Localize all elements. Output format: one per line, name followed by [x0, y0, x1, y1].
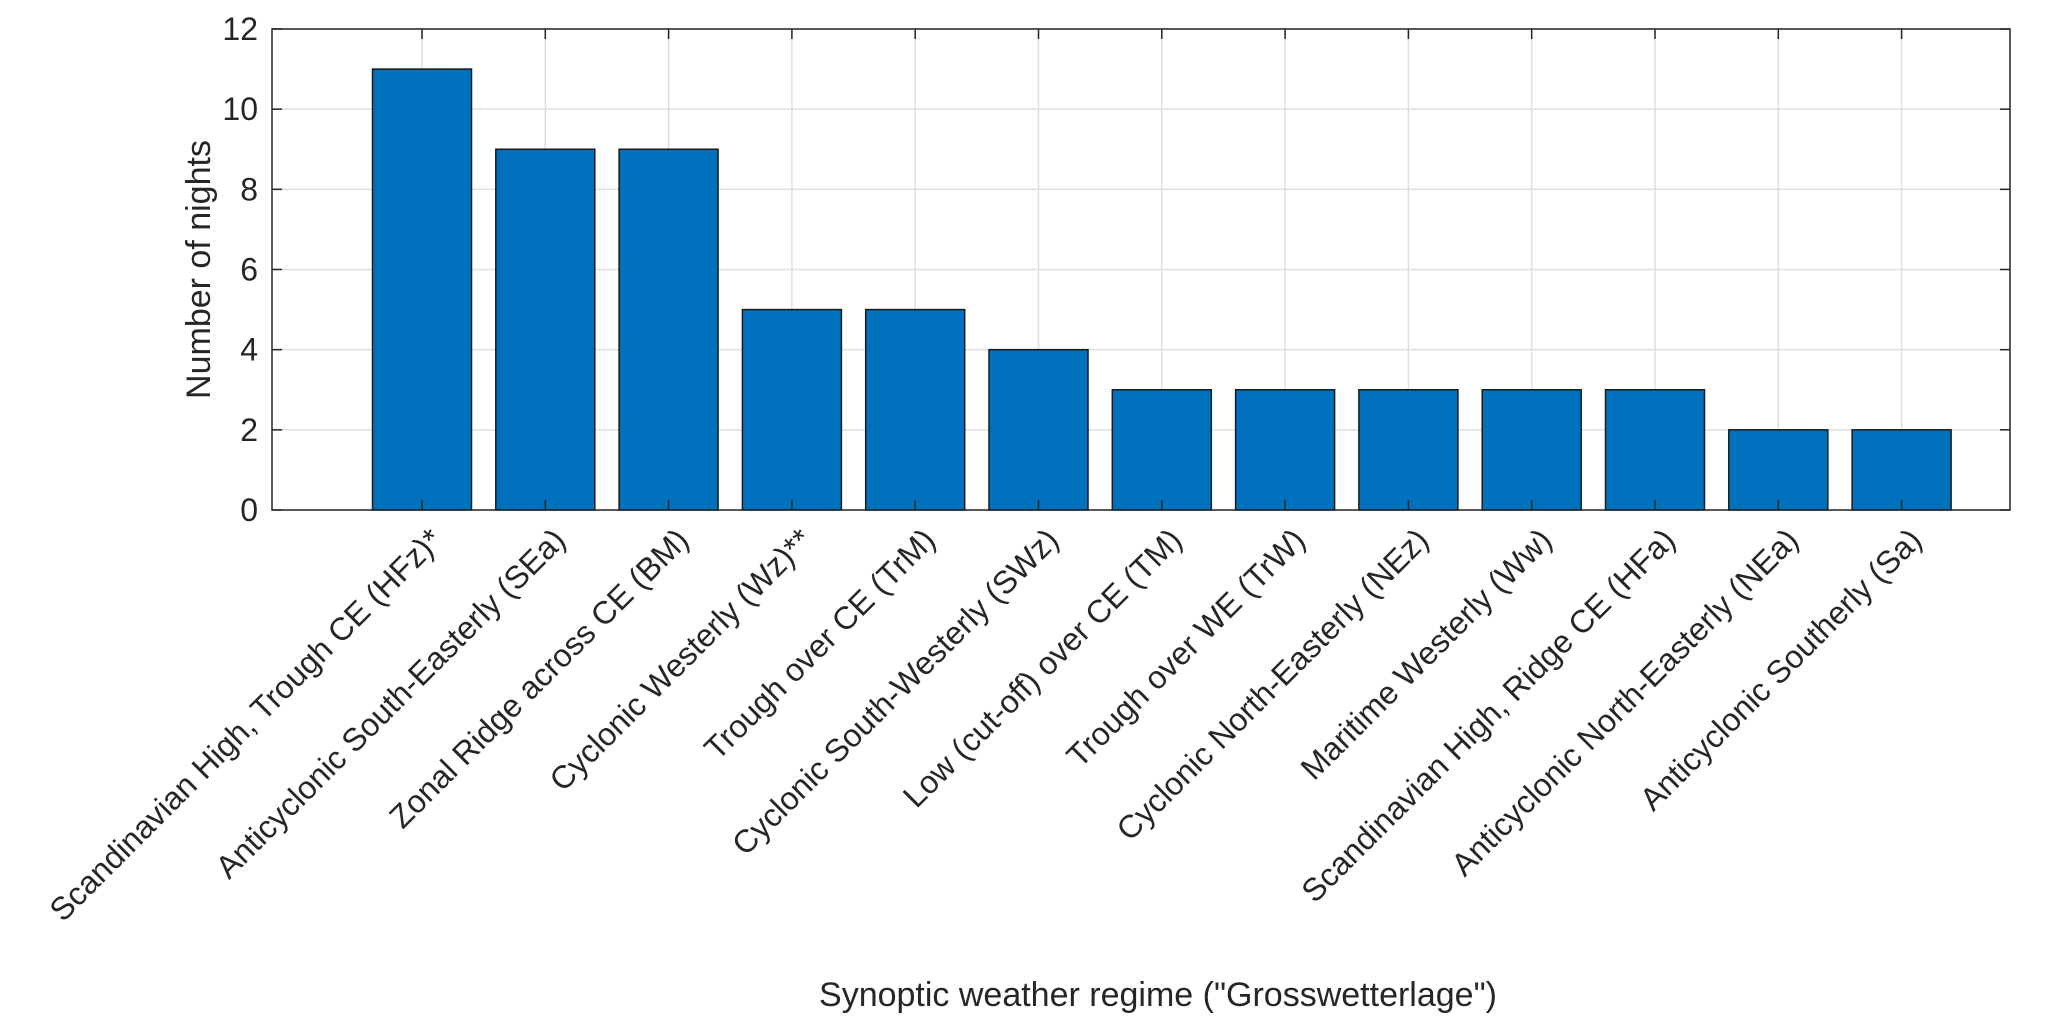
y-axis-label: Number of nights	[180, 140, 218, 399]
bar	[1111, 389, 1213, 511]
bar	[1604, 389, 1706, 511]
x-tick-label: Trough over CE (TrM)	[697, 521, 942, 766]
bar	[741, 308, 843, 511]
bar	[1358, 389, 1459, 511]
bar	[1234, 389, 1336, 511]
y-tick-label: 6	[240, 252, 258, 288]
x-tick-label: Maritime Westerly (Ww)	[1294, 521, 1559, 786]
y-tick-label: 4	[240, 332, 258, 368]
y-tick-label: 0	[240, 492, 258, 528]
axis-ticks	[272, 28, 2010, 511]
y-tick-label: 8	[240, 171, 258, 207]
y-tick-label: 12	[222, 11, 258, 47]
bar	[1728, 429, 1829, 511]
x-tick-label: Trough over WE (TrW)	[1059, 521, 1312, 774]
x-tick-labels: Scandinavian High, Trough CE (HFz)*Antic…	[42, 521, 1928, 928]
y-tick-labels: 0 2 4 6 8 10 12	[222, 11, 258, 528]
x-axis-label: Synoptic weather regime ("Grosswetterlag…	[819, 976, 1497, 1014]
bars	[371, 68, 1952, 511]
bar	[618, 148, 719, 511]
y-tick-label: 2	[240, 412, 258, 448]
bar	[1481, 389, 1582, 511]
y-tick-label: 10	[222, 91, 258, 127]
bar	[864, 308, 966, 511]
bar	[371, 68, 473, 511]
bar	[495, 148, 596, 511]
bar	[1851, 429, 1952, 511]
bar	[988, 348, 1089, 511]
